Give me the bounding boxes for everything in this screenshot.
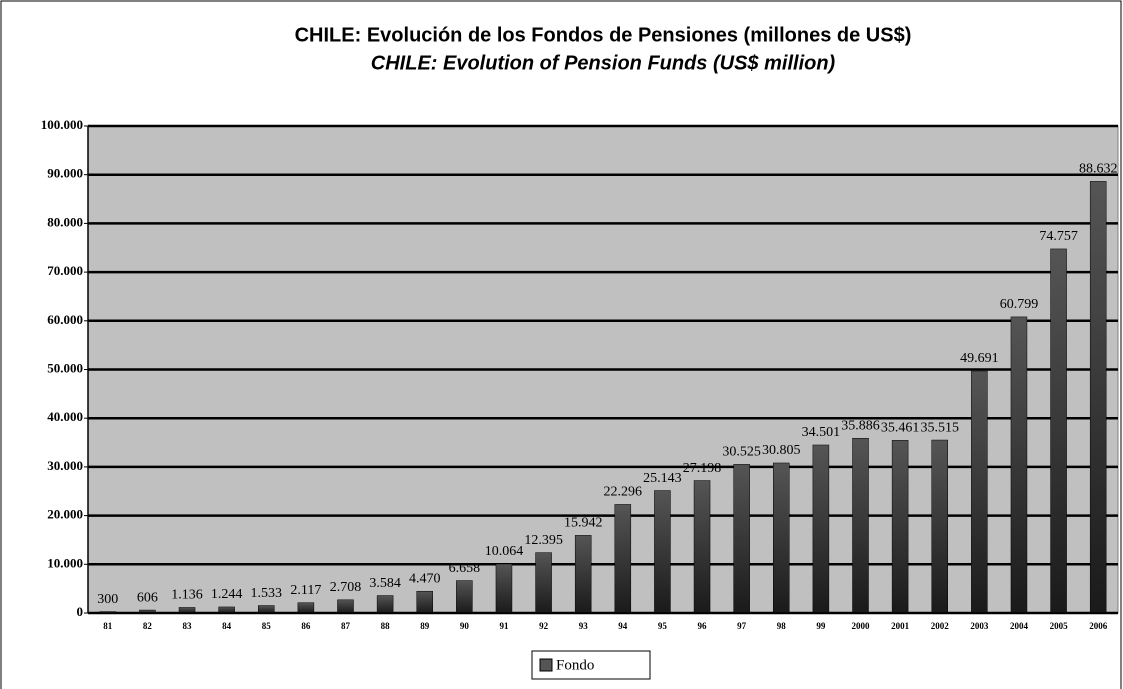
- value-label: 1.136: [171, 588, 203, 603]
- value-label: 74.757: [1039, 229, 1078, 244]
- y-tick-label: 10.000: [47, 555, 83, 570]
- value-label: 12.395: [524, 533, 563, 548]
- bar: [693, 480, 711, 614]
- bar: [535, 552, 552, 614]
- x-tick-label: 2003: [970, 621, 989, 631]
- bar: [1010, 316, 1028, 614]
- y-tick-label: 100.000: [41, 117, 83, 132]
- bar: [971, 370, 988, 614]
- x-tick-label: 92: [539, 621, 549, 631]
- x-tick-label: 97: [737, 621, 747, 631]
- bar: [1089, 181, 1107, 614]
- bar: [376, 595, 394, 614]
- x-tick-label: 2000: [852, 621, 871, 631]
- y-tick-label: 80.000: [47, 214, 83, 229]
- legend-swatch: [539, 658, 553, 672]
- value-label: 35.515: [920, 420, 959, 435]
- value-label: 300: [97, 592, 118, 607]
- y-tick-label: 30.000: [47, 458, 83, 473]
- y-tick-label: 90.000: [47, 166, 83, 181]
- bar: [931, 439, 948, 614]
- value-label: 35.461: [881, 421, 920, 436]
- x-tick-label: 94: [618, 621, 628, 631]
- x-tick-label: 88: [381, 621, 391, 631]
- x-tick-label: 87: [341, 621, 351, 631]
- value-label: 49.691: [960, 351, 999, 366]
- x-tick-label: 90: [460, 621, 470, 631]
- value-label: 4.470: [409, 571, 441, 586]
- value-label: 606: [137, 590, 158, 605]
- x-tick-label: 86: [301, 621, 311, 631]
- x-tick-label: 93: [579, 621, 589, 631]
- y-tick-label: 70.000: [47, 263, 83, 278]
- x-tick-label: 2004: [1010, 621, 1029, 631]
- y-tick-label: 20.000: [47, 507, 83, 522]
- value-label: 22.296: [604, 485, 643, 500]
- bar: [495, 563, 513, 614]
- x-tick-label: 85: [262, 621, 272, 631]
- y-tick-label: 50.000: [47, 360, 83, 375]
- bar: [852, 437, 869, 614]
- value-label: 34.501: [802, 425, 841, 440]
- bar: [337, 599, 354, 614]
- y-tick-label: 0: [77, 604, 84, 619]
- value-label: 3.584: [369, 576, 401, 591]
- x-tick-label: 96: [698, 621, 708, 631]
- x-tick-label: 98: [777, 621, 787, 631]
- bar: [297, 602, 315, 614]
- bar: [812, 444, 830, 614]
- x-tick-label: 84: [222, 621, 232, 631]
- value-label: 35.886: [841, 418, 880, 433]
- x-tick-label: 2002: [931, 621, 950, 631]
- chart-subtitle: CHILE: Evolution of Pension Funds (US$ m…: [371, 52, 836, 74]
- legend-label: Fondo: [556, 657, 594, 673]
- value-label: 10.064: [485, 544, 524, 559]
- x-tick-label: 2001: [891, 621, 910, 631]
- value-label: 88.632: [1079, 162, 1118, 177]
- bar: [891, 440, 909, 614]
- value-label: 25.143: [643, 471, 682, 486]
- x-tick-label: 2005: [1050, 621, 1069, 631]
- value-label: 1.533: [251, 586, 283, 601]
- x-tick-label: 81: [103, 621, 113, 631]
- bar: [218, 606, 235, 614]
- x-tick-label: 82: [143, 621, 153, 631]
- x-tick-label: 95: [658, 621, 668, 631]
- bar: [178, 607, 196, 614]
- x-tick-label: 91: [499, 621, 509, 631]
- value-label: 1.244: [211, 587, 243, 602]
- chart-title: CHILE: Evolución de los Fondos de Pensio…: [295, 24, 912, 46]
- y-tick-label: 60.000: [47, 312, 83, 327]
- bar: [574, 535, 592, 614]
- value-label: 2.708: [330, 580, 362, 595]
- y-tick-label: 40.000: [47, 409, 83, 424]
- value-label: 2.117: [290, 583, 321, 598]
- bar: [416, 590, 433, 614]
- x-tick-label: 2006: [1089, 621, 1108, 631]
- bar: [733, 464, 750, 614]
- bar: [258, 605, 275, 614]
- value-label: 60.799: [1000, 297, 1039, 312]
- x-tick-label: 89: [420, 621, 430, 631]
- bar: [654, 490, 671, 614]
- bar: [456, 580, 473, 614]
- value-label: 27.198: [683, 461, 722, 476]
- bar: [1050, 248, 1067, 614]
- x-tick-label: 83: [183, 621, 193, 631]
- bar: [614, 504, 632, 614]
- value-label: 15.942: [564, 516, 603, 531]
- value-label: 6.658: [449, 561, 481, 576]
- bar: [773, 462, 790, 614]
- x-tick-label: 99: [816, 621, 826, 631]
- value-label: 30.805: [762, 443, 801, 458]
- value-label: 30.525: [722, 445, 761, 460]
